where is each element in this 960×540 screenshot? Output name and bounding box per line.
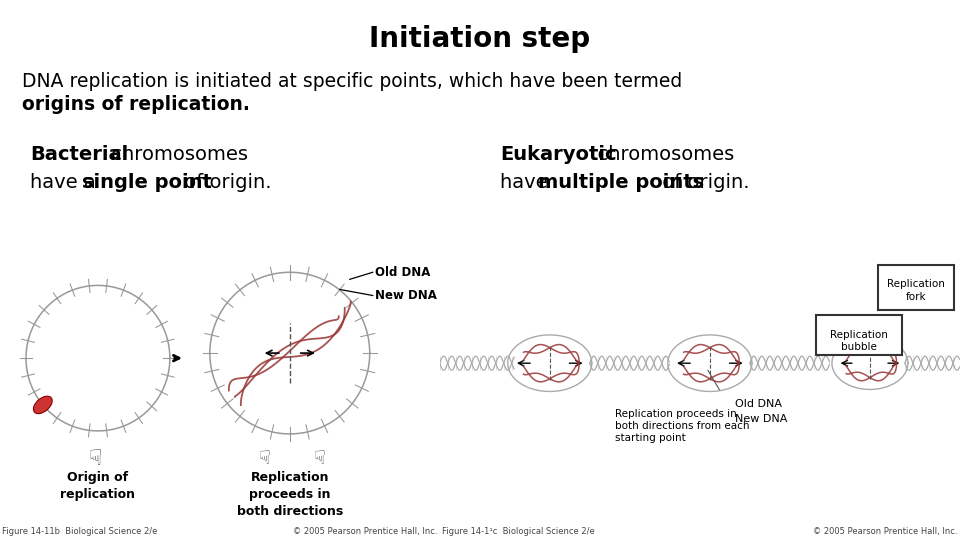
- Text: New DNA: New DNA: [374, 289, 437, 302]
- Text: Replication
proceeds in
both directions: Replication proceeds in both directions: [237, 471, 343, 518]
- Text: ☟: ☟: [88, 449, 102, 469]
- Text: Initiation step: Initiation step: [370, 25, 590, 53]
- Ellipse shape: [34, 396, 52, 414]
- Text: New DNA: New DNA: [734, 414, 787, 424]
- Text: Old DNA: Old DNA: [734, 399, 781, 409]
- Text: of origin.: of origin.: [656, 173, 750, 192]
- FancyBboxPatch shape: [816, 315, 902, 355]
- Text: © 2005 Pearson Prentice Hall, Inc.: © 2005 Pearson Prentice Hall, Inc.: [813, 527, 958, 536]
- FancyBboxPatch shape: [878, 265, 954, 309]
- Text: Replication
bubble: Replication bubble: [830, 330, 888, 352]
- Text: © 2005 Pearson Prentice Hall, Inc.: © 2005 Pearson Prentice Hall, Inc.: [293, 527, 438, 536]
- Text: have a: have a: [30, 173, 102, 192]
- Text: single point: single point: [82, 173, 212, 192]
- Text: DNA replication is initiated at specific points, which have been termed: DNA replication is initiated at specific…: [22, 72, 683, 91]
- Text: ☟: ☟: [259, 449, 271, 468]
- Text: Figure 14-11b  Biological Science 2/e: Figure 14-11b Biological Science 2/e: [2, 527, 157, 536]
- Text: origins of replication.: origins of replication.: [22, 95, 250, 114]
- Text: chromosomes: chromosomes: [585, 145, 734, 164]
- Text: Origin of
replication: Origin of replication: [60, 471, 135, 501]
- Text: of origin.: of origin.: [178, 173, 272, 192]
- Text: Replication proceeds in
both directions from each
starting point: Replication proceeds in both directions …: [614, 409, 750, 443]
- Text: Bacterial: Bacterial: [30, 145, 129, 164]
- Text: have: have: [500, 173, 554, 192]
- Text: Figure 14-1¹c  Biological Science 2/e: Figure 14-1¹c Biological Science 2/e: [442, 527, 594, 536]
- Text: Eukaryotic: Eukaryotic: [500, 145, 616, 164]
- Text: Old DNA: Old DNA: [374, 266, 430, 279]
- Text: chromosomes: chromosomes: [105, 145, 248, 164]
- Text: ☟: ☟: [314, 449, 325, 468]
- Text: multiple points: multiple points: [538, 173, 704, 192]
- Text: Replication
fork: Replication fork: [887, 279, 945, 302]
